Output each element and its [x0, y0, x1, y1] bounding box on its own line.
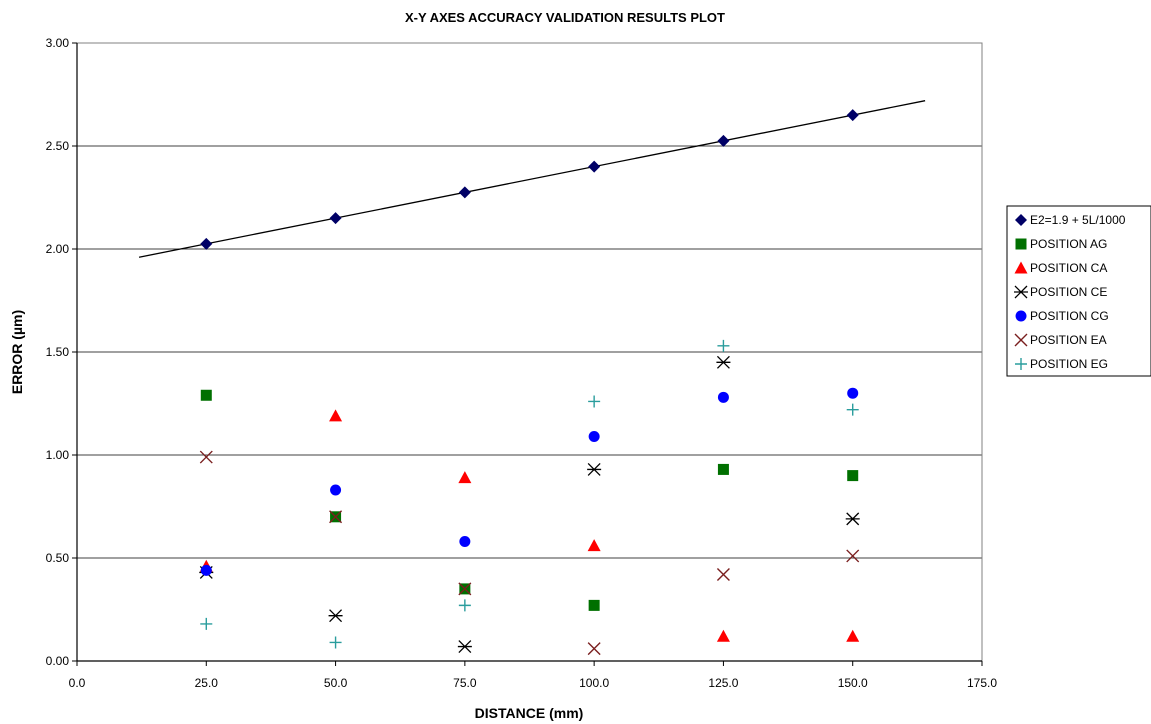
series-5 — [199, 450, 860, 656]
legend-label: POSITION CA — [1030, 261, 1107, 275]
legend-label: POSITION CG — [1030, 309, 1109, 323]
y-tick-label: 3.00 — [46, 36, 70, 50]
data-point — [846, 549, 860, 563]
data-point — [459, 536, 471, 548]
legend-label: E2=1.9 + 5L/1000 — [1030, 213, 1126, 227]
legend-marker — [1015, 358, 1027, 370]
legend-item: POSITION CG — [1015, 309, 1109, 323]
data-point — [846, 629, 860, 642]
data-point — [458, 471, 472, 484]
data-point — [717, 339, 730, 352]
y-tick-label: 0.50 — [46, 551, 70, 565]
trendline — [138, 100, 926, 258]
x-tick-label: 100.0 — [579, 676, 609, 690]
x-tick-label: 0.0 — [69, 676, 86, 690]
data-point — [458, 582, 472, 596]
data-point — [329, 409, 343, 422]
y-tick-label: 2.00 — [46, 242, 70, 256]
series-1 — [200, 389, 859, 611]
legend-item: POSITION AG — [1015, 237, 1107, 251]
data-point — [328, 609, 343, 623]
chart-title: X-Y AXES ACCURACY VALIDATION RESULTS PLO… — [405, 10, 725, 25]
x-tick-label: 125.0 — [708, 676, 738, 690]
legend-label: POSITION AG — [1030, 237, 1107, 251]
data-point — [329, 212, 342, 225]
y-tick-label: 1.00 — [46, 448, 70, 462]
legend-item: POSITION CE — [1014, 285, 1107, 299]
data-point — [329, 636, 342, 649]
data-point — [845, 512, 860, 526]
legend-item: POSITION CA — [1014, 261, 1107, 275]
legend-label: POSITION EG — [1030, 357, 1108, 371]
legend-marker — [1014, 285, 1028, 299]
x-tick-labels: 0.0 25.0 50.0 75.0 100.0 125.0 150.0 175.0 — [69, 676, 998, 690]
legend-label: POSITION EA — [1030, 333, 1107, 347]
data-point — [200, 617, 213, 630]
data-point — [458, 186, 471, 199]
data-point — [329, 510, 343, 524]
legend-marker — [1014, 261, 1028, 274]
y-tick-label: 2.50 — [46, 139, 70, 153]
y-tick-labels: 0.00 0.50 1.00 1.50 2.00 2.50 3.00 — [46, 36, 70, 668]
data-point — [847, 470, 859, 482]
x-axis-label: DISTANCE (mm) — [475, 705, 584, 721]
data-point — [717, 463, 729, 475]
axes — [72, 42, 983, 666]
x-tick-label: 75.0 — [453, 676, 477, 690]
legend-item: POSITION EG — [1015, 357, 1108, 371]
x-tick-label: 50.0 — [324, 676, 348, 690]
data-point — [458, 599, 471, 612]
x-tick-label: 175.0 — [967, 676, 997, 690]
data-points — [199, 109, 860, 656]
x-tick-label: 150.0 — [838, 676, 868, 690]
data-point — [716, 567, 730, 581]
data-point — [199, 450, 213, 464]
legend-marker — [1015, 310, 1027, 322]
data-point — [588, 430, 600, 442]
data-point — [587, 642, 601, 656]
data-point — [588, 395, 601, 408]
y-axis-label: ERROR (µm) — [9, 310, 25, 394]
series-6 — [200, 339, 859, 649]
data-point — [717, 391, 729, 403]
series-2 — [199, 409, 860, 642]
data-point — [846, 403, 859, 416]
data-point — [587, 462, 602, 476]
series-3 — [199, 355, 860, 654]
data-point — [588, 599, 600, 611]
data-point — [716, 355, 731, 369]
series-4 — [200, 387, 859, 576]
trendline-group — [138, 100, 926, 258]
legend: E2=1.9 + 5L/1000 POSITION AG POSITION CA PO… — [1006, 205, 1151, 377]
data-point — [200, 237, 213, 250]
data-point — [717, 134, 730, 147]
data-point — [847, 387, 859, 399]
data-point — [716, 629, 730, 642]
y-tick-label: 0.00 — [46, 654, 70, 668]
data-point — [846, 109, 859, 122]
legend-box — [1006, 205, 1151, 377]
legend-item: E2=1.9 + 5L/1000 — [1015, 213, 1126, 227]
data-point — [200, 389, 212, 401]
data-point — [588, 160, 601, 173]
gridlines — [77, 42, 982, 662]
x-tick-label: 25.0 — [195, 676, 219, 690]
data-point — [330, 484, 342, 496]
data-point — [200, 564, 212, 576]
data-point — [587, 539, 601, 552]
data-point — [457, 640, 472, 654]
legend-label: POSITION CE — [1030, 285, 1107, 299]
legend-marker — [1015, 238, 1027, 250]
series-0 — [200, 109, 859, 250]
legend-marker — [1015, 214, 1027, 226]
legend-marker — [1014, 333, 1028, 347]
legend-item: POSITION EA — [1014, 333, 1107, 347]
y-tick-label: 1.50 — [46, 345, 70, 359]
